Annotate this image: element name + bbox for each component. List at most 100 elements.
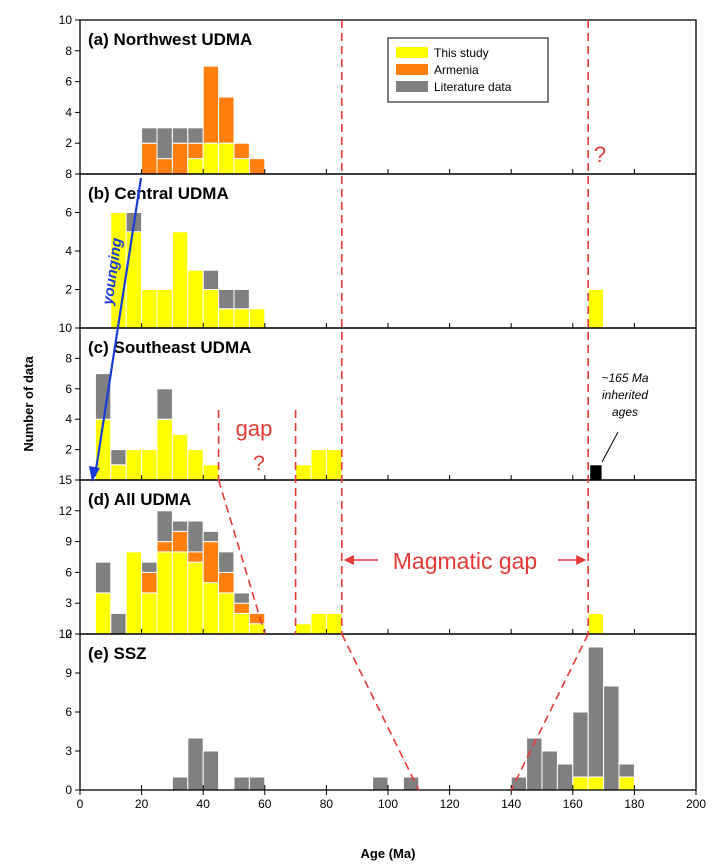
bar-d-55-armenia (248, 612, 266, 625)
panel-e (171, 646, 635, 791)
bar-b-35-this-study (187, 269, 204, 329)
x-tick-label-160: 160 (563, 797, 583, 811)
legend-label-armenia: Armenia (434, 63, 479, 77)
bar-e-140-literature-data (510, 776, 528, 791)
bar-d-25-this-study (156, 551, 173, 635)
bar-a-20-armenia (141, 142, 158, 175)
bar-d-165-this-study (587, 612, 605, 635)
bar-a-20-literature-data (141, 127, 158, 144)
bar-a-35-armenia (187, 142, 204, 160)
bar-e-165-this-study (587, 776, 605, 791)
panel-d (94, 510, 605, 635)
bar-e-150-literature-data (541, 750, 558, 791)
bar-d-45-literature-data (218, 551, 235, 573)
connector-45-60 (217, 479, 266, 635)
bar-c-25-this-study (156, 418, 173, 481)
bar-d-70-this-study (295, 623, 312, 635)
panel-title-d: (d) All UDMA (88, 490, 191, 509)
y-tick-label-e-6: 6 (65, 705, 72, 719)
bar-c-40-this-study (202, 464, 220, 481)
y-tick-label-a-10: 10 (59, 13, 73, 27)
bar-e-95-literature-data (372, 776, 389, 791)
connector-165-140 (510, 633, 589, 791)
bar-d-40-this-study (202, 582, 220, 635)
y-tick-label-a-4: 4 (65, 105, 72, 119)
bar-d-50-armenia (233, 602, 250, 614)
bar-e-160-this-study (572, 776, 589, 791)
bar-c-35-this-study (187, 449, 204, 481)
panel-title-a: (a) Northwest UDMA (88, 30, 252, 49)
inherited-ages-label-1: inherited (602, 388, 648, 402)
bar-a-30-literature-data (171, 127, 189, 144)
x-tick-label-200: 200 (686, 797, 706, 811)
bar-a-45-armenia (218, 96, 235, 144)
bar-d-30-armenia (171, 530, 189, 553)
bar-d-20-this-study (141, 592, 158, 635)
bar-b-45-literature-data (218, 289, 235, 310)
panel-a (141, 65, 266, 175)
y-tick-label-e-9: 9 (65, 666, 72, 680)
x-tick-label-140: 140 (501, 797, 521, 811)
y-tick-label-d-0: 0 (65, 627, 72, 641)
bar-a-45-this-study (218, 142, 235, 175)
magmatic-gap-label: Magmatic gap (393, 548, 537, 574)
bar-c-20-this-study (141, 449, 158, 481)
legend-label-literature-data: Literature data (434, 80, 512, 94)
bar-c-5-literature-data (94, 373, 112, 420)
gap-label: gap (236, 416, 273, 441)
y-tick-label-e-0: 0 (65, 783, 72, 797)
x-tick-label-100: 100 (378, 797, 398, 811)
bar-c-75-this-study (310, 449, 327, 481)
x-tick-label-80: 80 (320, 797, 334, 811)
legend-swatch-this-study (396, 47, 428, 58)
y-tick-label-d-9: 9 (65, 535, 72, 549)
bar-e-175-literature-data (618, 763, 635, 778)
panel-c (94, 373, 603, 481)
bar-d-75-this-study (310, 612, 327, 635)
bar-a-25-literature-data (156, 127, 173, 160)
y-tick-label-e-12: 12 (59, 627, 73, 641)
bar-c-70-this-study (295, 464, 312, 481)
x-tick-label-180: 180 (624, 797, 644, 811)
x-tick-label-0: 0 (77, 797, 84, 811)
bar-b-50-literature-data (233, 289, 250, 310)
bar-c-10-this-study (110, 464, 127, 481)
bar-b-50-this-study (233, 308, 250, 329)
y-tick-label-a-2: 2 (65, 136, 72, 150)
panel-title-b: (b) Central UDMA (88, 184, 229, 203)
y-tick-label-e-3: 3 (65, 744, 72, 758)
bar-d-80-this-study (325, 612, 343, 635)
y-tick-label-a-8: 8 (65, 44, 72, 58)
question-mark-a: ? (594, 142, 606, 167)
bar-b-20-this-study (141, 289, 158, 329)
bar-d-15-this-study (125, 551, 143, 635)
bar-d-40-literature-data (202, 530, 220, 543)
y-tick-label-a-6: 6 (65, 75, 72, 89)
bar-d-40-armenia (202, 541, 220, 584)
bar-d-35-literature-data (187, 520, 204, 553)
bar-e-175-this-study (618, 776, 635, 791)
y-tick-label-b-2: 2 (65, 283, 72, 297)
bar-e-155-literature-data (556, 763, 574, 791)
bar-b-40-this-study (202, 289, 220, 329)
bar-a-50-armenia (233, 142, 250, 160)
x-tick-label-120: 120 (440, 797, 460, 811)
younging-arrow-line (93, 177, 143, 477)
bar-b-40-literature-data (202, 269, 220, 290)
bar-e-30-literature-data (171, 776, 189, 791)
y-tick-label-b-6: 6 (65, 206, 72, 220)
magmatic-gap-arrowhead-right (576, 555, 587, 565)
bar-d-50-literature-data (233, 592, 250, 604)
bar-e-105-literature-data (402, 776, 420, 791)
bar-d-20-armenia (141, 571, 158, 594)
bar-d-30-this-study (171, 551, 189, 635)
legend-label-this-study: This study (434, 46, 489, 60)
legend-swatch-armenia (396, 64, 428, 75)
bar-c-30-this-study (171, 433, 189, 481)
bar-c-10-literature-data (110, 449, 127, 466)
bar-d-25-armenia (156, 541, 173, 553)
panel-b (110, 212, 605, 329)
bar-b-55-this-study (248, 308, 266, 329)
x-tick-label-20: 20 (135, 797, 149, 811)
